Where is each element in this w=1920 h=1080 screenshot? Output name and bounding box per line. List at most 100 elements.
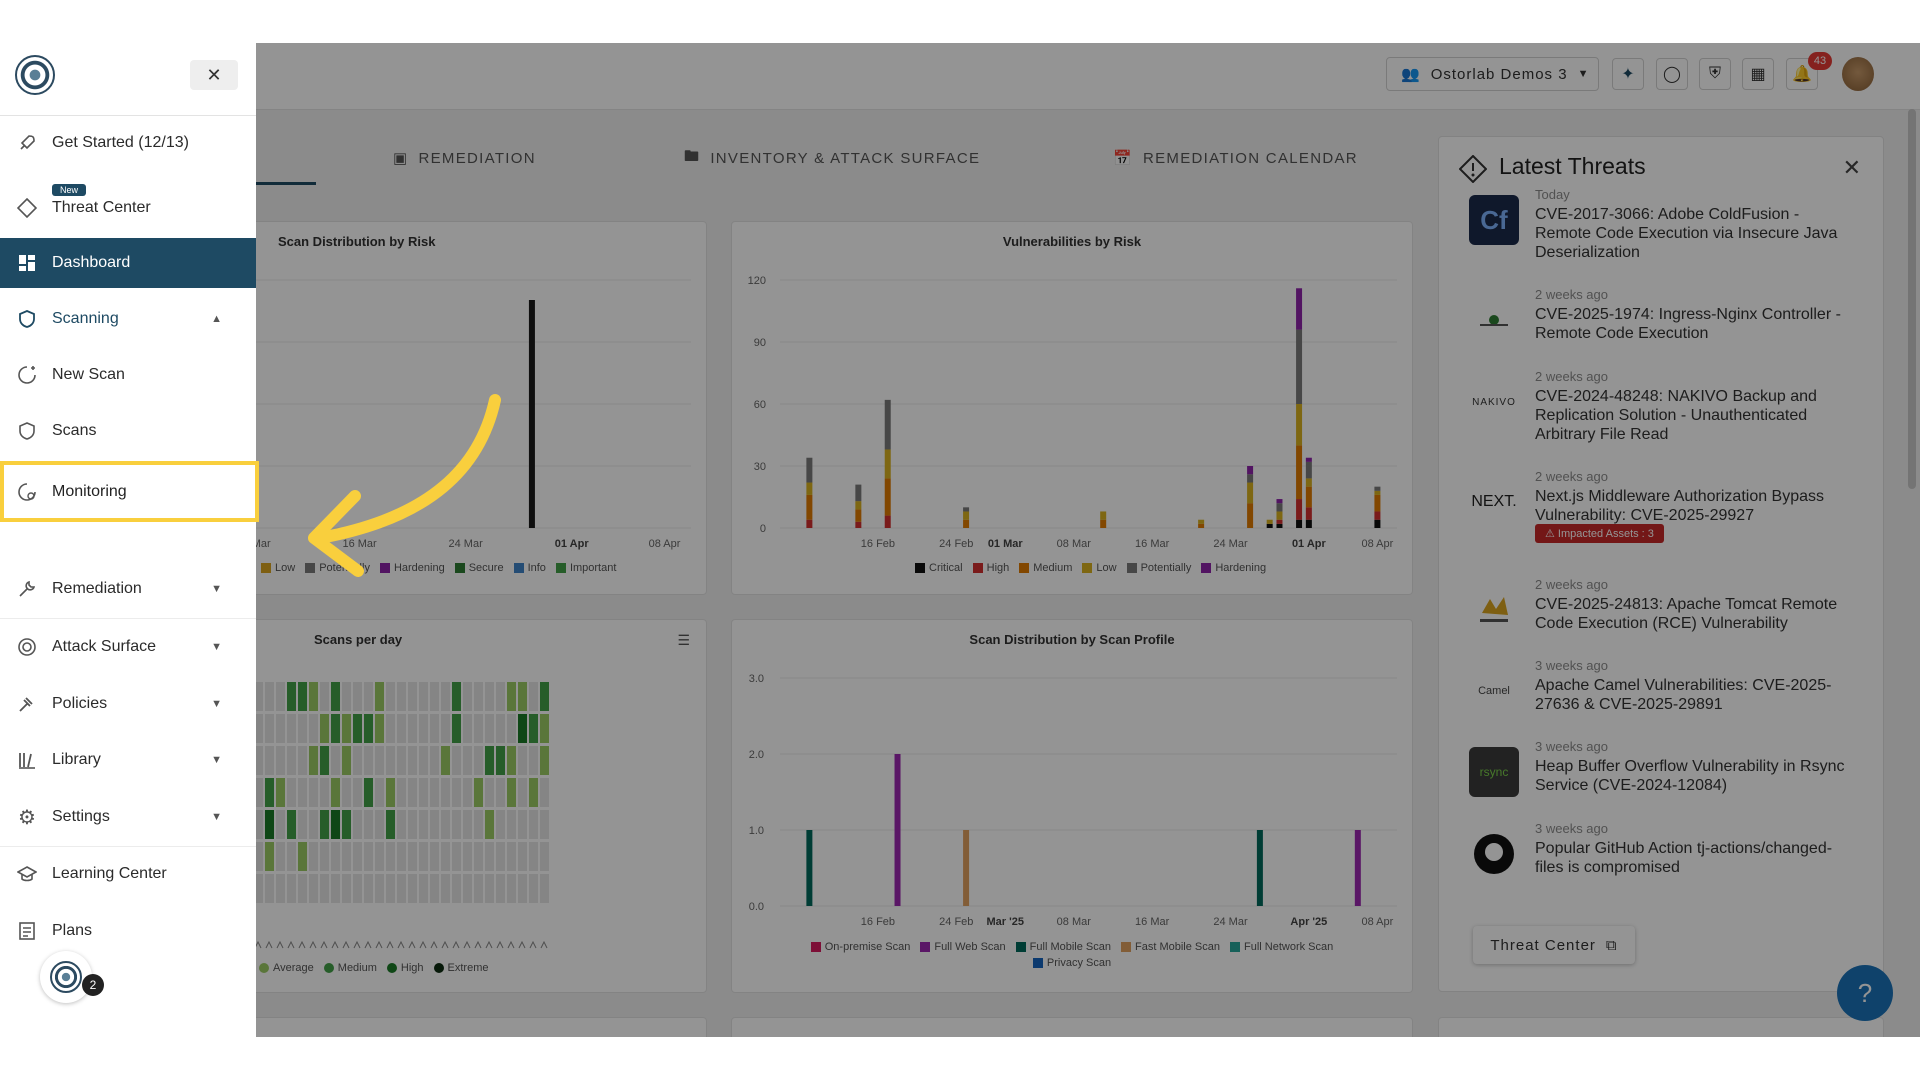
heatmap-cell	[331, 714, 340, 743]
threat-date: 2 weeks ago	[1535, 287, 1608, 302]
sidebar-item-scans[interactable]: Scans	[0, 405, 256, 457]
bar-segment-low	[1305, 478, 1312, 487]
sidebar-item-library[interactable]: Library ▼	[0, 734, 256, 786]
x-tick-label: 08 Apr	[1362, 538, 1394, 550]
legend-item[interactable]: High	[386, 962, 424, 974]
heatmap-cell	[496, 842, 505, 871]
heatmap-cell	[408, 682, 417, 711]
legend-item[interactable]: Low	[1082, 562, 1117, 574]
sidebar-item-monitoring[interactable]: Monitoring	[8, 471, 250, 512]
threat-title[interactable]: Next.js Middleware Authorization Bypass …	[1535, 488, 1825, 524]
threat-title[interactable]: Apache Camel Vulnerabilities: CVE-2025-2…	[1535, 677, 1832, 713]
rocket-icon	[16, 132, 38, 154]
legend-item[interactable]: Full Mobile Scan	[1015, 941, 1111, 953]
threat-title[interactable]: Popular GitHub Action tj-actions/changed…	[1535, 840, 1833, 876]
legend-item[interactable]: Secure	[454, 562, 504, 574]
bell-icon[interactable]: 🔔	[1786, 58, 1818, 90]
legend-swatch	[915, 563, 925, 573]
chart-menu-icon[interactable]: ☰	[677, 632, 690, 648]
sidebar-item-settings[interactable]: ⚙ Settings ▼	[0, 791, 256, 843]
tab-remediation-calendar[interactable]: 📅 REMEDIATION CALENDAR	[1113, 135, 1358, 181]
threat-date: 3 weeks ago	[1535, 739, 1608, 754]
card-title: Scan Distribution by Scan Profile	[969, 632, 1175, 647]
heatmap-cell	[309, 810, 318, 839]
heatmap-cell	[430, 746, 439, 775]
threat-title[interactable]: CVE-2025-1974: Ingress-Nginx Controller …	[1535, 306, 1841, 342]
sidebar-close-button[interactable]: ✕	[190, 60, 238, 90]
legend-item[interactable]: Extreme	[433, 962, 489, 974]
legend-item[interactable]: Privacy Scan	[1032, 957, 1111, 969]
heatmap-cell	[463, 874, 472, 903]
legend-item[interactable]: Full Network Scan	[1229, 941, 1333, 953]
legend-item[interactable]: Potentially	[1126, 562, 1191, 574]
legend-item[interactable]: Low	[261, 562, 295, 574]
tab-inventory-attack-surface[interactable]: 🖿 INVENTORY & ATTACK SURFACE	[684, 135, 980, 181]
sidebar-item-label: Remediation	[52, 580, 142, 597]
x-tick-label: Apr '25	[1290, 916, 1327, 928]
threat-title[interactable]: Heap Buffer Overflow Vulnerability in Rs…	[1535, 758, 1845, 794]
legend-item[interactable]: High	[972, 562, 1009, 574]
heatmap-cell	[276, 714, 285, 743]
heatmap-cell	[518, 682, 527, 711]
threat-title[interactable]: CVE-2024-48248: NAKIVO Backup and Replic…	[1535, 388, 1817, 443]
sidebar-item-dashboard[interactable]: Dashboard	[0, 238, 256, 288]
user-avatar[interactable]	[1842, 57, 1874, 91]
shield-icon[interactable]: ⛨	[1699, 58, 1731, 90]
legend-item[interactable]: Fast Mobile Scan	[1121, 941, 1220, 953]
graduation-cap-icon	[16, 863, 38, 885]
page-scrollbar[interactable]	[1908, 109, 1916, 489]
legend-item[interactable]: Info	[513, 562, 546, 574]
sidebar-item-scanning[interactable]: Scanning ▲	[0, 293, 256, 345]
threat-center-button[interactable]: Threat Center ⧉	[1473, 926, 1635, 964]
sidebar-item-learning-center[interactable]: Learning Center	[0, 848, 256, 900]
heatmap-cell	[452, 842, 461, 871]
legend-item[interactable]: Medium	[1019, 562, 1072, 574]
threat-title[interactable]: CVE-2017-3066: Adobe ColdFusion - Remote…	[1535, 206, 1838, 261]
tab-remediation[interactable]: ▣ REMEDIATION	[393, 135, 536, 181]
x-tick-label: 24 Mar	[1213, 538, 1248, 550]
legend-label: Hardening	[393, 562, 445, 574]
legend-item[interactable]: Medium	[323, 962, 377, 974]
x-tick-mark	[474, 940, 482, 949]
heatmap-cell	[529, 842, 538, 871]
heatmap-cell	[364, 778, 373, 807]
heatmap-cell	[452, 714, 461, 743]
sidebar-item-attack-surface[interactable]: Attack Surface ▼	[0, 621, 256, 673]
heatmap-cell	[419, 746, 428, 775]
heatmap-cell	[298, 714, 307, 743]
organization-select[interactable]: 👥 Ostorlab Demos 3 ▼	[1386, 57, 1599, 91]
legend-item[interactable]: On-premise Scan	[810, 941, 910, 953]
close-icon[interactable]: ✕	[1842, 155, 1861, 180]
legend-item[interactable]: Critical	[915, 562, 963, 574]
legend-item[interactable]: Important	[555, 562, 616, 574]
sidebar-item-new-scan[interactable]: New Scan	[0, 349, 256, 401]
sidebar-item-policies[interactable]: Policies ▼	[0, 678, 256, 730]
heatmap-cell	[320, 810, 329, 839]
legend-label: Medium	[337, 962, 377, 974]
scan-monitor-icon[interactable]: ◯	[1656, 58, 1688, 90]
ai-sparkle-icon[interactable]: ✦	[1612, 58, 1644, 90]
threat-title[interactable]: CVE-2025-24813: Apache Tomcat Remote Cod…	[1535, 596, 1838, 632]
legend-item[interactable]: Average	[259, 962, 314, 974]
heatmap-cell	[540, 874, 549, 903]
help-button[interactable]: ?	[1837, 965, 1893, 1021]
sidebar-item-threat-center[interactable]: Threat Center	[0, 175, 256, 227]
notification-count-badge: 43	[1808, 52, 1832, 70]
x-tick-label: 24 Mar	[1213, 916, 1248, 928]
impacted-assets-badge[interactable]: ⚠ Impacted Assets : 3	[1535, 524, 1664, 543]
chevron-down-icon: ▼	[211, 811, 222, 823]
x-tick-label: 24 Feb	[939, 916, 973, 928]
ostorlab-assistant-button[interactable]	[40, 951, 92, 1003]
heatmap-cell	[287, 746, 296, 775]
heatmap-cell	[463, 682, 472, 711]
legend-item[interactable]: Hardening	[379, 562, 445, 574]
legend-item[interactable]: Full Web Scan	[920, 941, 1006, 953]
ostorlab-logo[interactable]	[15, 55, 55, 95]
ticket-icon[interactable]: ▦	[1742, 58, 1774, 90]
sidebar-item-remediation[interactable]: Remediation ▼	[0, 563, 256, 615]
sidebar-item-get-started[interactable]: Get Started (12/13)	[0, 117, 256, 169]
heatmap-cell	[397, 746, 406, 775]
sidebar-item-plans[interactable]: Plans	[0, 905, 256, 957]
legend-item[interactable]: Hardening	[1201, 562, 1266, 574]
y-tick-label: 120	[748, 275, 766, 287]
